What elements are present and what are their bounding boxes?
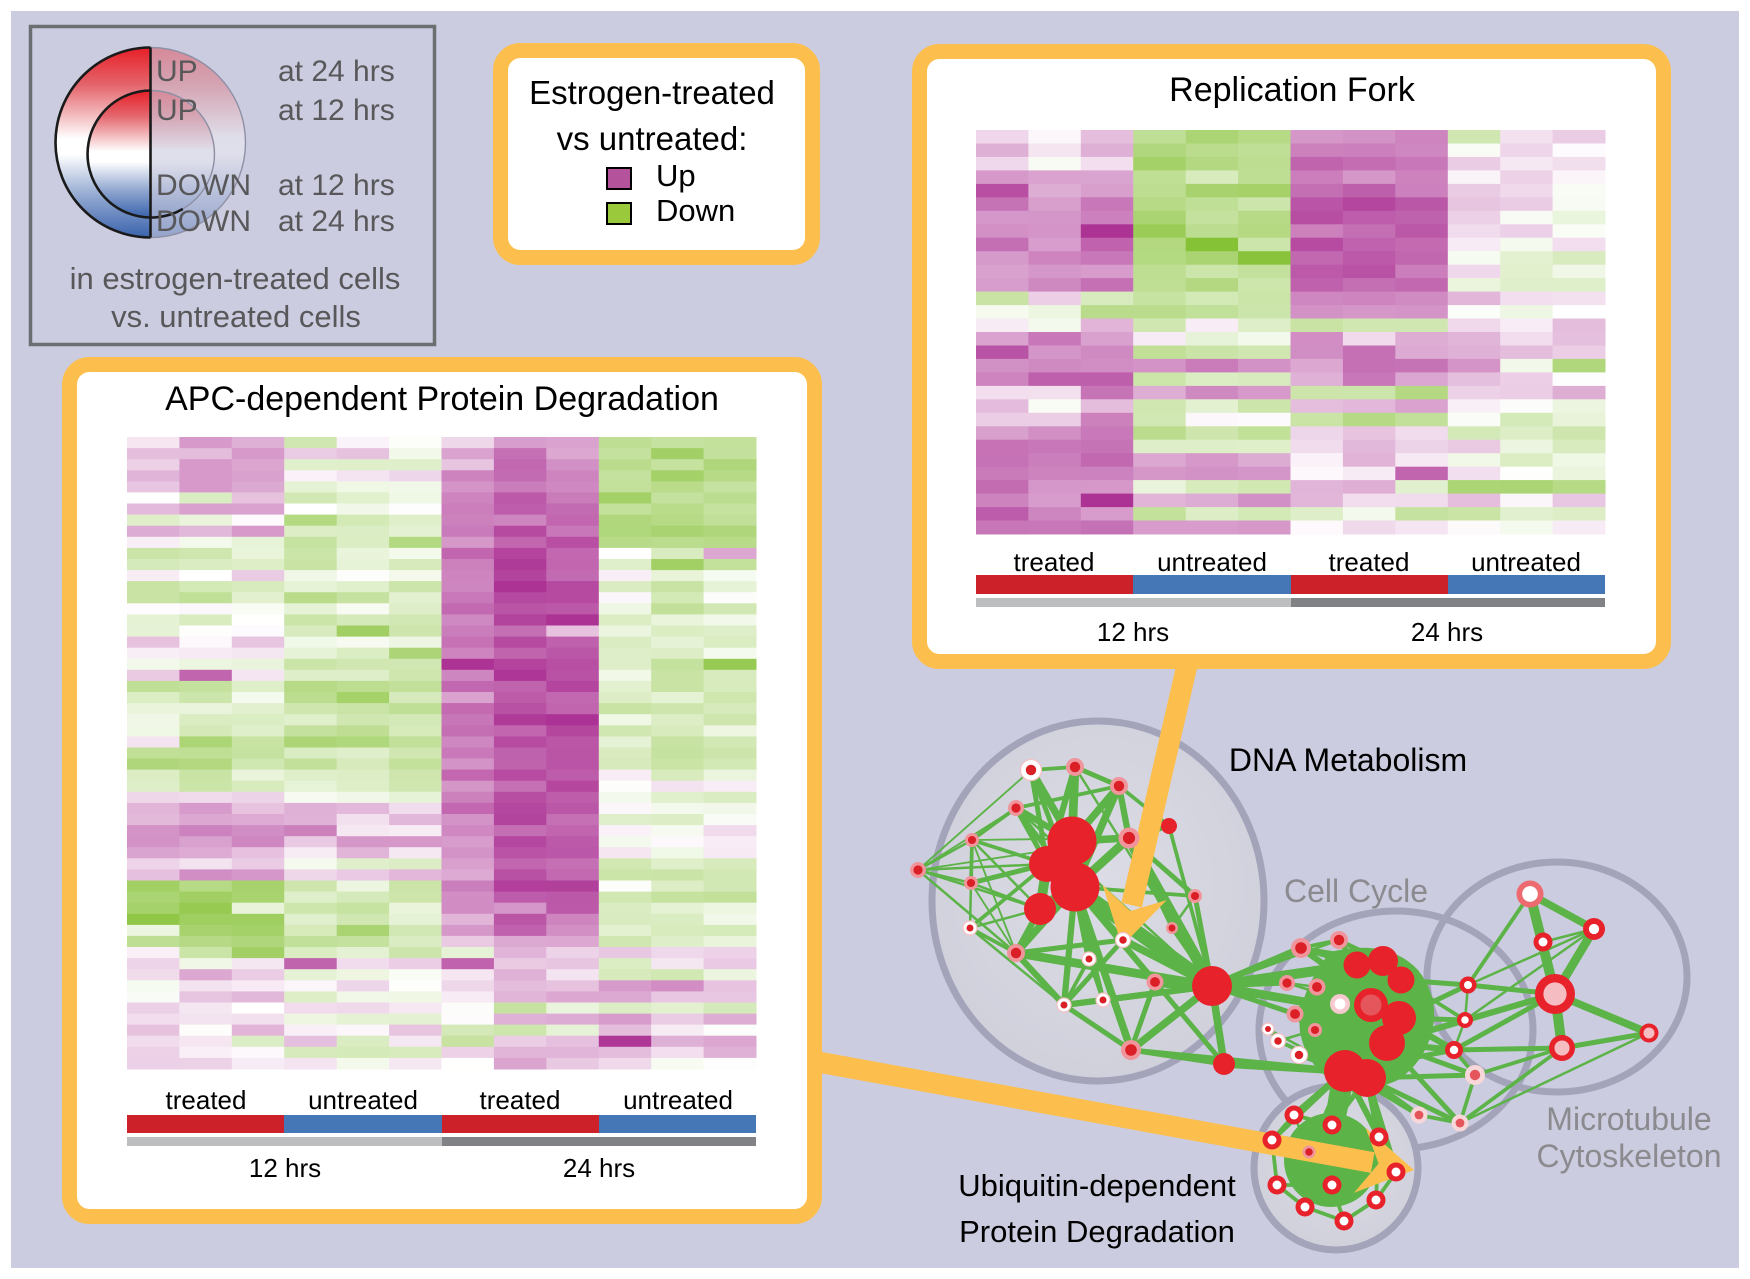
svg-text:vs untreated:: vs untreated: <box>557 120 748 157</box>
svg-text:untreated: untreated <box>623 1085 733 1115</box>
svg-text:treated: treated <box>166 1085 247 1115</box>
svg-text:12 hrs: 12 hrs <box>1097 617 1169 647</box>
svg-text:treated: treated <box>1329 547 1410 577</box>
svg-text:at 24 hrs: at 24 hrs <box>278 55 395 88</box>
svg-text:at 12 hrs: at 12 hrs <box>278 94 395 127</box>
svg-text:Up: Up <box>656 158 696 193</box>
svg-text:APC-dependent Protein Degradat: APC-dependent Protein Degradation <box>165 380 719 418</box>
svg-text:Replication Fork: Replication Fork <box>1169 71 1416 109</box>
svg-text:24 hrs: 24 hrs <box>563 1153 635 1183</box>
svg-text:Cytoskeleton: Cytoskeleton <box>1537 1138 1722 1174</box>
svg-text:at 24 hrs: at 24 hrs <box>278 205 395 238</box>
svg-text:DOWN: DOWN <box>156 205 251 238</box>
svg-text:UP: UP <box>156 94 198 127</box>
svg-text:treated: treated <box>1014 547 1095 577</box>
svg-text:12 hrs: 12 hrs <box>249 1153 321 1183</box>
svg-text:Estrogen-treated: Estrogen-treated <box>529 74 775 111</box>
svg-text:untreated: untreated <box>1471 547 1581 577</box>
svg-text:at 12 hrs: at 12 hrs <box>278 169 395 202</box>
svg-text:24 hrs: 24 hrs <box>1411 617 1483 647</box>
svg-text:untreated: untreated <box>308 1085 418 1115</box>
svg-text:Protein Degradation: Protein Degradation <box>959 1214 1235 1249</box>
svg-text:Microtubule: Microtubule <box>1546 1101 1711 1137</box>
svg-text:UP: UP <box>156 55 198 88</box>
svg-text:DNA Metabolism: DNA Metabolism <box>1229 742 1467 778</box>
svg-text:DOWN: DOWN <box>156 169 251 202</box>
svg-text:Down: Down <box>656 193 735 228</box>
svg-text:Ubiquitin-dependent: Ubiquitin-dependent <box>958 1168 1236 1203</box>
svg-text:treated: treated <box>480 1085 561 1115</box>
svg-text:Cell Cycle: Cell Cycle <box>1284 873 1428 909</box>
svg-text:in estrogen-treated cells: in estrogen-treated cells <box>70 261 401 296</box>
svg-text:vs. untreated cells: vs. untreated cells <box>111 299 361 334</box>
svg-text:untreated: untreated <box>1157 547 1267 577</box>
